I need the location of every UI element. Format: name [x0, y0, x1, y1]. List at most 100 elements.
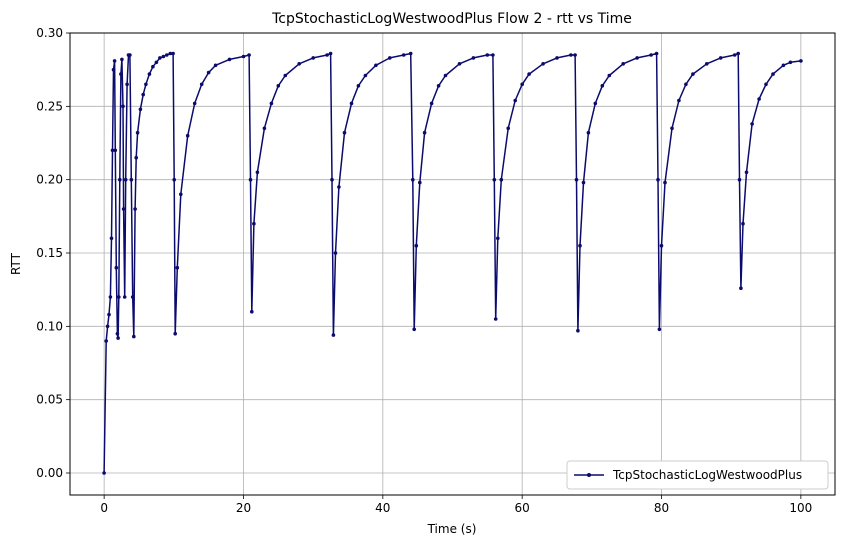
- data-point: [799, 59, 803, 63]
- data-point: [144, 82, 148, 87]
- data-point: [781, 63, 786, 68]
- x-tick-label: 100: [789, 501, 812, 515]
- data-point: [165, 53, 169, 57]
- data-point: [113, 148, 118, 153]
- data-point: [130, 295, 135, 299]
- x-tick-label: 80: [654, 501, 669, 515]
- data-point: [158, 56, 162, 60]
- data-point: [141, 92, 145, 97]
- data-point: [739, 286, 743, 291]
- data-point: [250, 309, 254, 314]
- data-point: [670, 126, 674, 131]
- data-point: [255, 170, 260, 175]
- data-point: [173, 331, 177, 336]
- x-tick-label: 20: [236, 501, 251, 515]
- legend-label: TcpStochasticLogWestwoodPlus: [612, 468, 802, 482]
- data-point: [429, 101, 434, 106]
- data-point: [123, 177, 128, 182]
- y-axis-label: RTT: [9, 252, 23, 275]
- legend-box: [566, 460, 829, 490]
- x-tick-label: 0: [100, 501, 108, 515]
- data-point: [764, 82, 768, 87]
- data-point: [132, 334, 136, 339]
- data-point: [457, 62, 462, 66]
- data-point: [654, 51, 659, 56]
- data-point: [788, 60, 793, 65]
- data-point: [574, 177, 579, 182]
- data-point: [757, 97, 761, 101]
- data-point: [443, 73, 448, 78]
- data-point: [227, 57, 232, 62]
- data-point: [276, 84, 281, 88]
- data-point: [600, 84, 605, 88]
- data-point: [741, 221, 745, 226]
- data-point: [135, 130, 140, 135]
- data-point: [337, 185, 341, 189]
- y-tick-label: 0.30: [36, 26, 63, 40]
- data-point: [578, 243, 582, 248]
- data-point: [363, 73, 368, 78]
- data-point: [436, 84, 441, 88]
- data-point: [499, 177, 504, 182]
- data-point: [374, 63, 378, 68]
- data-point: [107, 312, 111, 317]
- data-point: [684, 82, 688, 87]
- data-point: [485, 53, 490, 57]
- data-point: [172, 177, 176, 182]
- data-point: [659, 243, 664, 248]
- y-tick-label: 0.10: [36, 319, 63, 333]
- data-point: [506, 126, 511, 131]
- plot-frame: [69, 32, 836, 496]
- data-point: [388, 56, 392, 60]
- data-point: [283, 73, 288, 78]
- data-point: [175, 265, 180, 270]
- data-point: [691, 72, 695, 76]
- data-point: [206, 70, 211, 75]
- x-tick-label: 40: [375, 501, 390, 515]
- data-point: [192, 101, 197, 106]
- data-point: [330, 177, 334, 182]
- data-point: [252, 221, 256, 226]
- data-point: [179, 192, 183, 197]
- data-point: [677, 98, 681, 103]
- data-point: [111, 67, 116, 72]
- data-point: [161, 54, 166, 59]
- data-point: [771, 72, 775, 76]
- data-point: [328, 51, 333, 56]
- data-point: [422, 130, 427, 135]
- data-point: [513, 98, 517, 103]
- data-point: [356, 84, 361, 88]
- data-point: [663, 180, 667, 185]
- data-point: [342, 130, 347, 135]
- data-point: [147, 72, 152, 76]
- y-tick-label: 0.05: [36, 393, 63, 407]
- x-tick-label: 60: [515, 501, 530, 515]
- data-point: [581, 180, 586, 185]
- data-point: [115, 331, 120, 336]
- data-point: [471, 56, 476, 60]
- data-point: [736, 51, 740, 56]
- data-point: [118, 177, 122, 182]
- y-tick-label: 0.00: [36, 466, 63, 480]
- data-point: [116, 336, 120, 340]
- data-point: [185, 133, 190, 138]
- data-point: [656, 177, 660, 182]
- data-point: [496, 236, 500, 241]
- data-point: [114, 265, 119, 270]
- data-point: [112, 59, 117, 63]
- y-tick-label: 0.20: [36, 173, 63, 187]
- data-point: [129, 177, 134, 182]
- data-point: [493, 317, 498, 321]
- legend: TcpStochasticLogWestwoodPlus: [566, 460, 829, 490]
- data-point: [576, 328, 580, 333]
- data-point: [569, 53, 573, 57]
- data-point: [120, 57, 124, 62]
- data-point: [586, 130, 591, 135]
- data-point: [104, 339, 108, 343]
- data-point: [138, 107, 143, 112]
- data-point: [418, 180, 422, 185]
- data-point: [412, 327, 417, 332]
- data-point: [492, 177, 497, 182]
